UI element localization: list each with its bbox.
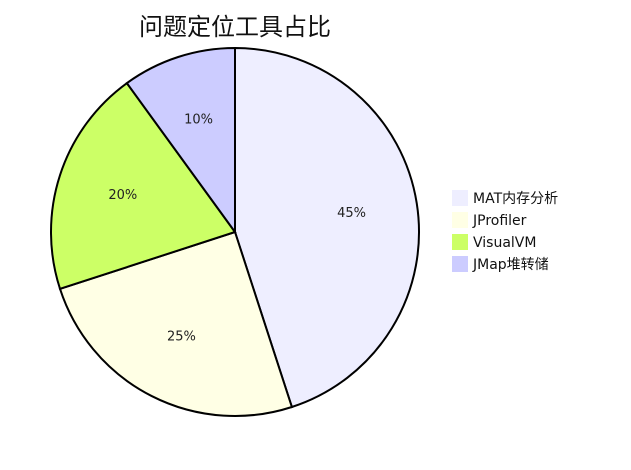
pie-slice-mat: [234, 46, 420, 409]
pie-slices: [50, 46, 420, 417]
pie-slice-labels: 45% 25% 20% 10%: [108, 112, 366, 344]
legend: MAT内存分析 JProfiler VisualVM JMap堆转储: [452, 190, 558, 273]
pie-slice-jmap: [125, 46, 236, 236]
slice-label-visualvm: 20%: [108, 188, 137, 203]
legend-swatch-mat: [452, 190, 468, 206]
slice-label-jprofiler: 25%: [167, 330, 196, 345]
legend-swatch-jprofiler: [452, 212, 468, 228]
chart-title: 问题定位工具占比: [139, 13, 331, 41]
legend-label-jprofiler: JProfiler: [472, 213, 527, 229]
pie-slice-visualvm: [50, 81, 237, 291]
slice-label-mat: 45%: [337, 206, 366, 221]
legend-label-jmap: JMap堆转储: [472, 257, 549, 273]
legend-label-mat: MAT内存分析: [473, 191, 558, 207]
legend-swatch-jmap: [452, 256, 468, 272]
pie-slice-jprofiler: [58, 230, 294, 417]
legend-label-visualvm: VisualVM: [473, 235, 536, 251]
slice-label-jmap: 10%: [184, 112, 213, 127]
legend-swatch-visualvm: [452, 234, 468, 250]
